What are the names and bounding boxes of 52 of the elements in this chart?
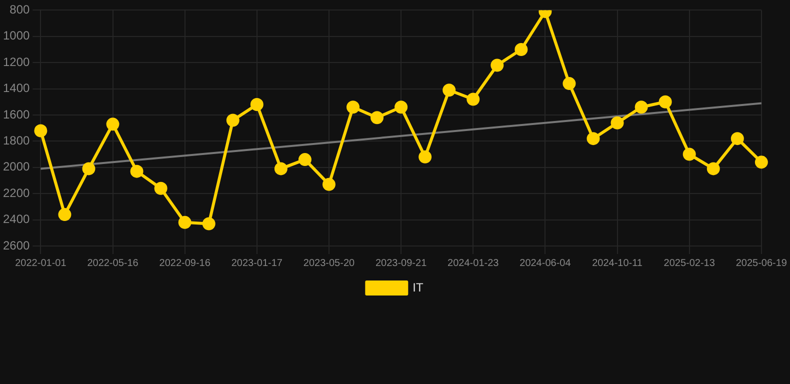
- point: [706, 162, 720, 176]
- point: [682, 148, 696, 161]
- y-tick-label: 800: [10, 2, 30, 17]
- point: [130, 164, 144, 178]
- point: [370, 111, 384, 124]
- point: [562, 77, 576, 90]
- x-tick-label: 2023-09-21: [375, 258, 428, 269]
- point: [82, 162, 96, 176]
- y-tick-label: 2600: [2, 238, 30, 252]
- point: [58, 208, 72, 222]
- point: [178, 216, 192, 229]
- y-tick-label: 1000: [2, 28, 30, 43]
- y-tick-label: 2200: [2, 186, 30, 200]
- point: [106, 118, 120, 131]
- point: [730, 132, 744, 146]
- point: [466, 92, 480, 106]
- y-tick-label: 1800: [2, 134, 30, 148]
- y-tick-label: 1200: [2, 54, 30, 69]
- x-tick-label: 2022-05-16: [87, 258, 139, 269]
- legend-label: IT: [412, 280, 424, 294]
- x-tick-label: 2023-01-17: [231, 258, 283, 269]
- point: [226, 114, 240, 127]
- point: [490, 58, 504, 72]
- point: [250, 98, 264, 112]
- x-tick-label: 2022-09-16: [159, 258, 211, 269]
- point: [202, 217, 216, 230]
- point: [658, 95, 672, 108]
- point: [346, 100, 360, 114]
- y-tick-label: 1400: [2, 81, 30, 96]
- point: [442, 84, 456, 97]
- point: [298, 153, 312, 166]
- point: [754, 156, 768, 169]
- point: [322, 178, 336, 191]
- point: [586, 132, 600, 146]
- x-tick-label: 2024-06-04: [520, 258, 572, 269]
- x-tick-label: 2024-01-23: [448, 258, 500, 269]
- point: [34, 124, 48, 138]
- x-tick-label: 2023-05-20: [303, 258, 355, 269]
- point: [634, 100, 648, 114]
- x-tick-label: 2024-10-11: [592, 258, 643, 269]
- point: [610, 116, 624, 130]
- x-tick-label: 2025-02-13: [664, 258, 716, 269]
- x-tick-label: 2022-01-01: [15, 258, 67, 269]
- point: [274, 162, 288, 176]
- point: [514, 43, 528, 56]
- point: [418, 150, 432, 164]
- y-tick-label: 2000: [2, 160, 30, 174]
- y-tick-label: 1600: [2, 107, 30, 122]
- point: [154, 182, 168, 195]
- y-tick-label: 2400: [2, 212, 30, 226]
- x-tick-label: 2025-06-19: [736, 258, 788, 269]
- point: [394, 100, 408, 114]
